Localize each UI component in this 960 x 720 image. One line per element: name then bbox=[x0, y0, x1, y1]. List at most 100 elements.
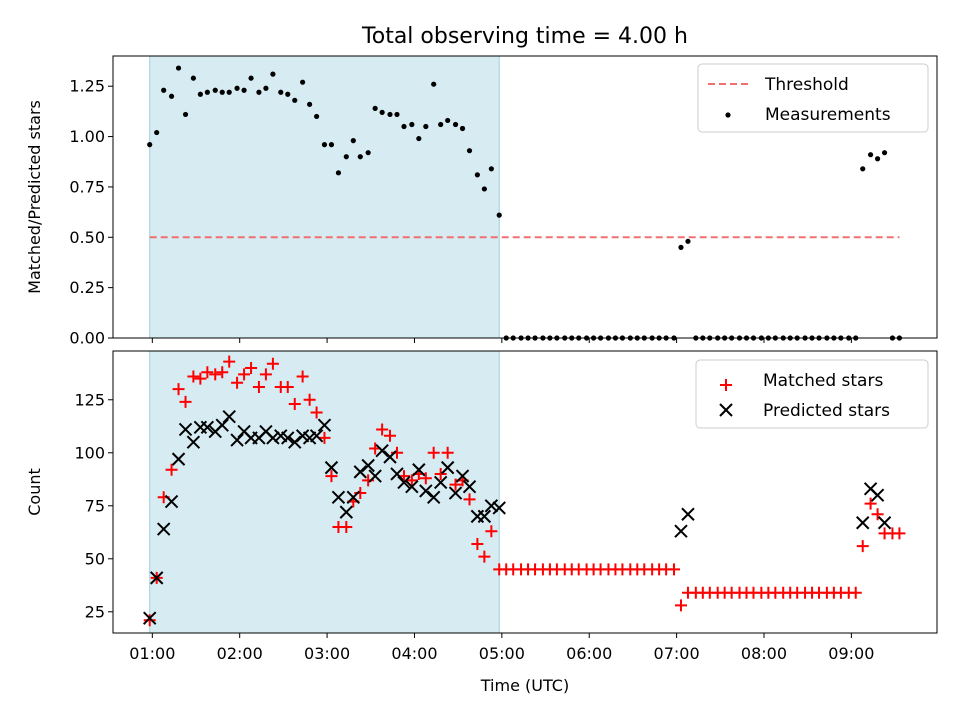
bottom-panel: 25 50 75 100 125 01:00 02:00 03:00 04:00 05:00 06:… bbox=[25, 350, 938, 695]
measurement-point bbox=[278, 89, 284, 95]
matched-star-point bbox=[187, 370, 200, 383]
predicted-star-point bbox=[346, 490, 361, 505]
observing-span bbox=[149, 55, 500, 339]
predicted-star-point bbox=[222, 410, 236, 424]
legend-predicted-label: Predicted stars bbox=[763, 401, 890, 421]
bottom-ytick-label: 100 bbox=[74, 443, 105, 462]
measurement-point bbox=[488, 166, 494, 172]
measurement-point bbox=[219, 89, 225, 95]
bottom-legend: Matched stars Predicted stars bbox=[695, 359, 929, 429]
predicted-star-point bbox=[368, 469, 382, 483]
matched-star-point bbox=[893, 527, 906, 540]
matched-star-point bbox=[266, 357, 279, 370]
measurement-point bbox=[226, 89, 232, 95]
matched-star-point bbox=[172, 383, 185, 396]
top-ytick-label: 0.00 bbox=[69, 329, 105, 348]
measurement-point bbox=[365, 150, 371, 156]
matched-star-point bbox=[179, 395, 192, 408]
matched-star-point bbox=[340, 520, 353, 533]
measurement-point bbox=[321, 142, 328, 148]
bottom-ytick-label: 50 bbox=[85, 549, 105, 568]
observing-span bbox=[149, 350, 500, 634]
measurement-point bbox=[474, 172, 480, 178]
predicted-star-point bbox=[266, 431, 280, 445]
predicted-star-point bbox=[426, 490, 441, 505]
matched-star-point bbox=[201, 366, 214, 379]
predicted-star-point bbox=[324, 460, 339, 475]
matched-star-point bbox=[478, 550, 491, 563]
predicted-star-point bbox=[397, 475, 411, 490]
matched-star-point bbox=[485, 525, 498, 538]
measurement-point bbox=[285, 91, 291, 97]
matched-star-point bbox=[849, 586, 862, 599]
predicted-star-point bbox=[405, 479, 419, 494]
top-panel-frame bbox=[112, 55, 938, 339]
measurement-point bbox=[459, 125, 466, 132]
measurement-point bbox=[313, 113, 320, 120]
top-ytick-label: 1.00 bbox=[69, 127, 105, 146]
measurement-point bbox=[394, 111, 400, 118]
predicted-star-point bbox=[674, 524, 688, 538]
predicted-star-point bbox=[178, 422, 193, 437]
predicted-star-point bbox=[492, 501, 506, 515]
matched-star-point bbox=[194, 372, 207, 385]
matched-star-point bbox=[667, 563, 680, 576]
predicted-star-point bbox=[375, 443, 389, 458]
predicted-star-point bbox=[455, 469, 470, 483]
matched-star-point bbox=[405, 474, 418, 487]
measurement-point bbox=[685, 238, 691, 244]
top-ytick-label: 0.25 bbox=[69, 278, 105, 297]
predicted-star-point bbox=[200, 420, 215, 435]
matched-star-point bbox=[296, 370, 309, 383]
matched-star-point bbox=[427, 446, 440, 459]
bottom-ytick-label: 125 bbox=[74, 390, 105, 409]
predicted-star-point bbox=[339, 505, 354, 519]
predicted-star-point bbox=[477, 509, 492, 524]
measurement-point bbox=[496, 212, 502, 218]
measurement-point bbox=[212, 87, 218, 93]
predicted-star-point bbox=[186, 435, 201, 449]
matched-star-point bbox=[310, 406, 323, 419]
predicted-star-point bbox=[361, 458, 375, 473]
matched-star-point bbox=[463, 493, 476, 506]
measurement-point bbox=[307, 101, 313, 107]
bottom-panel-frame bbox=[112, 350, 938, 634]
predicted-star-point bbox=[309, 429, 324, 443]
chart-title: Total observing time = 4.00 h bbox=[361, 24, 688, 49]
measurement-point bbox=[867, 152, 874, 158]
predicted-star-point bbox=[412, 463, 426, 477]
matched-star-point bbox=[871, 508, 884, 521]
measurement-point bbox=[343, 154, 349, 160]
matched-star-point bbox=[209, 368, 222, 381]
predicted-star-point bbox=[288, 435, 302, 449]
measurement-point bbox=[401, 123, 407, 130]
matched-star-point bbox=[223, 355, 236, 368]
matched-star-point bbox=[288, 398, 301, 411]
top-ytick-label: 1.25 bbox=[69, 77, 105, 96]
bottom-ylabel: Count bbox=[25, 468, 44, 516]
bottom-xtick-label: 02:00 bbox=[217, 644, 263, 663]
measurement-point bbox=[350, 138, 356, 144]
bottom-xtick-label: 03:00 bbox=[304, 644, 350, 663]
matched-star-point bbox=[864, 497, 877, 510]
legend-predicted-swatch bbox=[719, 403, 733, 417]
top-panel: 0.00 0.25 0.50 0.75 1.00 1.25 Matched/Predict… bbox=[25, 55, 938, 348]
bottom-xtick-label: 07:00 bbox=[654, 644, 700, 663]
predicted-star-point bbox=[281, 431, 295, 445]
legend-measurements-label: Measurements bbox=[765, 105, 891, 125]
predicted-star-point bbox=[440, 460, 455, 475]
matched-star-point bbox=[165, 463, 178, 476]
matched-star-point bbox=[419, 472, 432, 485]
measurement-point bbox=[175, 65, 182, 71]
top-ytick-label: 0.50 bbox=[69, 228, 105, 247]
measurement-point bbox=[168, 93, 175, 99]
matched-star-point bbox=[245, 361, 258, 374]
legend-matched-label: Matched stars bbox=[763, 371, 883, 391]
measurement-point bbox=[416, 135, 422, 142]
measurement-point bbox=[387, 111, 393, 118]
measurement-point bbox=[190, 75, 196, 81]
matched-star-point bbox=[674, 599, 687, 612]
measurement-point bbox=[154, 129, 160, 136]
bottom-xtick-label: 06:00 bbox=[566, 644, 612, 663]
matched-star-point bbox=[471, 537, 484, 550]
